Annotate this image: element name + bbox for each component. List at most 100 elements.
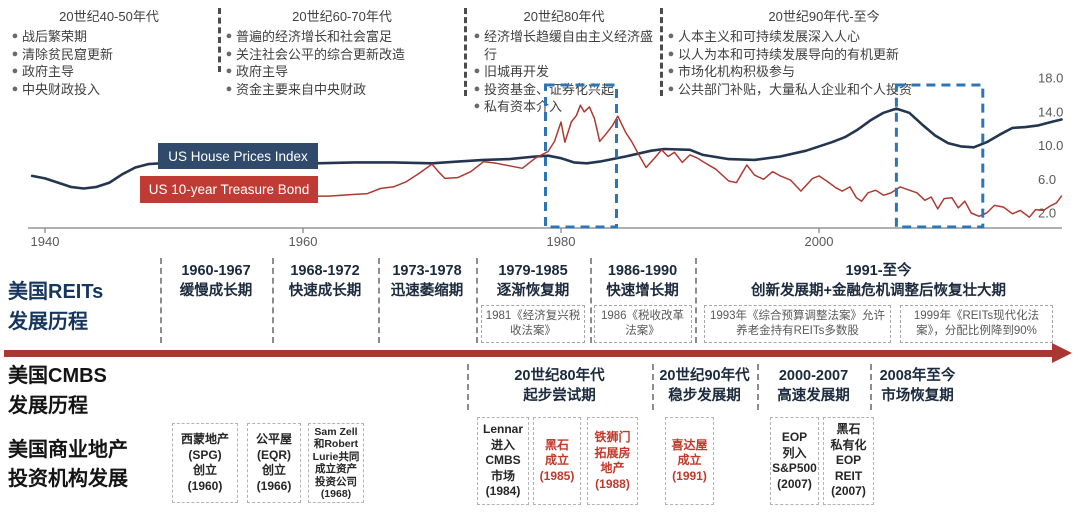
era-title: 20世纪60-70年代 bbox=[292, 9, 392, 24]
bullet-dot-icon: ● bbox=[473, 65, 481, 77]
institution-event-text-line: 拓展房 bbox=[594, 445, 631, 460]
reits-row-label: 美国REITs 发展历程 bbox=[8, 277, 103, 337]
era-bullet-item: ● 普遍的经济增长和社会富足 bbox=[222, 28, 462, 46]
timeline-arrow-divider bbox=[4, 350, 1052, 357]
era-separator-1 bbox=[218, 8, 221, 72]
institution-event-text-line: (2007) bbox=[777, 476, 812, 491]
era-bullet-item: ● 关注社会公平的综合更新改造 bbox=[222, 46, 462, 64]
era-bullet-item: ● 市场化机构积极参与 bbox=[664, 63, 984, 81]
cmbs-period-cell-3: 2000-2007 高速发展期 bbox=[757, 366, 870, 406]
institution-event-text-line: 成立资产 bbox=[315, 463, 357, 475]
x-axis-label: 1980 bbox=[547, 234, 576, 249]
cmbs-period-name: 稳步发展期 bbox=[668, 388, 741, 404]
era-separator-2 bbox=[464, 8, 467, 96]
reits-separator-5 bbox=[590, 258, 592, 343]
era-bullet-item: ● 旧城再开发 bbox=[470, 63, 658, 81]
reits-law-row: 1981《经济复兴税收法案》 bbox=[476, 305, 590, 343]
reits-law-note-box: 1999年《REITs现代化法案》，分配比例降到90% bbox=[900, 305, 1053, 343]
institution-event-text-line: 私有化 bbox=[830, 437, 867, 452]
era-bullet-text: 中央财政投入 bbox=[22, 81, 101, 97]
bullet-dot-icon: ● bbox=[473, 100, 481, 112]
era-title: 20世纪90年代-至今 bbox=[768, 9, 880, 24]
era-column-4: 20世纪90年代-至今 ● 人本主义和可持续发展深入人心 ● 以人为本和可持续发展导向的… bbox=[664, 6, 984, 98]
reits-period-cell-2: 1968-1972 快速成长期 bbox=[272, 261, 378, 301]
reits-period-range: 1991-至今 bbox=[845, 263, 912, 279]
institution-event-text-line: 进入 bbox=[490, 437, 515, 452]
institution-event-box-7: 喜达屋 成立 (1991) bbox=[665, 417, 714, 505]
institution-event-text-line: 创立 bbox=[192, 463, 217, 477]
reits-period-name: 快速增长期 bbox=[606, 283, 679, 299]
x-axis-label: 2000 bbox=[805, 234, 834, 249]
bullet-dot-icon: ● bbox=[667, 30, 675, 42]
institution-event-text-line: 和Robert bbox=[313, 438, 359, 450]
institution-event-box-9: 黑石 私有化 EOP REIT (2007) bbox=[823, 417, 874, 505]
reits-separator-1 bbox=[160, 258, 162, 343]
cmbs-separator-1 bbox=[467, 364, 469, 410]
institution-event-text-line: 成立 bbox=[677, 453, 702, 468]
institution-event-text-line: (1968) bbox=[320, 488, 352, 500]
bullet-dot-icon: ● bbox=[11, 65, 19, 77]
bullet-dot-icon: ● bbox=[473, 30, 481, 42]
y-axis-label: 14.0 bbox=[1038, 104, 1063, 119]
reits-law-note-box: 1981《经济复兴税收法案》 bbox=[481, 305, 585, 343]
reits-period-cell-6: 1991-至今 创新发展期+金融危机调整后恢复壮大期 1993年《综合预算调整法案》… bbox=[695, 261, 1062, 343]
institution-event-text-line: (1984) bbox=[485, 484, 521, 499]
reits-law-note-box: 1986《税收改革法案》 bbox=[593, 305, 692, 343]
reits-period-cell-4: 1979-1985 逐渐恢复期 1981《经济复兴税收法案》 bbox=[476, 261, 590, 343]
institution-event-box-1: 西蒙地产 (SPG) 创立 (1960) bbox=[172, 423, 238, 503]
institution-event-box-2: 公平屋 (EQR) 创立 (1966) bbox=[247, 423, 301, 503]
era-bullet-item: ● 公共部门补贴，大量私人企业和个人投资 bbox=[664, 81, 984, 99]
reits-law-note-box: 1993年《综合预算调整法案》允许养老金持有REITs多数股 bbox=[704, 305, 891, 343]
cmbs-period-cell-1: 20世纪80年代 起步尝试期 bbox=[467, 366, 652, 406]
era-bullet-item: ● 以人为本和可持续发展导向的有机更新 bbox=[664, 46, 984, 64]
reits-law-row: 1993年《综合预算调整法案》允许养老金持有REITs多数股 1999年《REIT… bbox=[695, 305, 1062, 343]
cmbs-period-range: 2008年至今 bbox=[879, 368, 956, 384]
institution-event-box-6: 铁狮门 拓展房 地产 (1988) bbox=[587, 417, 638, 505]
institution-event-text-line: EOP bbox=[781, 430, 808, 444]
y-axis-label: 18.0 bbox=[1038, 71, 1063, 86]
institutions-row-label-line2: 投资机构发展 bbox=[8, 468, 128, 490]
era-title: 20世纪80年代 bbox=[523, 9, 605, 24]
era-bullet-text: 关注社会公平的综合更新改造 bbox=[236, 46, 406, 62]
era-bullet-text: 公共部门补贴，大量私人企业和个人投资 bbox=[678, 81, 913, 97]
cmbs-period-name: 高速发展期 bbox=[777, 388, 850, 404]
institution-event-text-line: (1991) bbox=[672, 468, 707, 483]
institution-event-text-line: (1988) bbox=[595, 476, 630, 491]
era-bullet-text: 旧城再开发 bbox=[484, 64, 550, 79]
era-bullet-item: ● 政府主导 bbox=[222, 63, 462, 81]
era-column-1: 20世纪40-50年代 ● 战后繁荣期 ● 清除贫民窟更新 ● 政府主导 ● 中央财政投入 bbox=[8, 6, 210, 98]
era-bullet-text: 以人为本和可持续发展导向的有机更新 bbox=[678, 46, 900, 62]
era-separator-3 bbox=[660, 8, 663, 96]
reits-period-name: 迅速萎缩期 bbox=[390, 283, 464, 299]
reits-separator-6 bbox=[695, 258, 697, 343]
era-bullet-item: ● 中央财政投入 bbox=[8, 81, 210, 99]
reits-separator-3 bbox=[378, 258, 380, 343]
institution-event-text-line: 铁狮门 bbox=[594, 430, 631, 444]
era-bullet-item: ● 政府主导 bbox=[8, 63, 210, 81]
era-bullet-text: 战后繁荣期 bbox=[22, 29, 88, 44]
reits-separator-2 bbox=[272, 258, 274, 343]
x-axis-label: 1940 bbox=[31, 234, 60, 249]
institution-event-text-line: 黑石 bbox=[544, 437, 569, 452]
institution-event-text-line: 地产 bbox=[600, 461, 625, 475]
era-bullet-item: ● 私有资本介入 bbox=[470, 98, 658, 116]
institution-event-text-line: REIT bbox=[834, 468, 863, 483]
era-bullet-item: ● 资金主要来自中央财政 bbox=[222, 81, 462, 99]
institution-event-box-4: Lennar 进入 CMBS 市场 (1984) bbox=[477, 417, 529, 505]
era-bullet-text: 普遍的经济增长和社会富足 bbox=[236, 29, 393, 44]
bullet-dot-icon: ● bbox=[11, 47, 19, 60]
era-bullet-text: 私有资本介入 bbox=[484, 99, 563, 114]
reits-period-range: 1986-1990 bbox=[607, 263, 678, 279]
cmbs-period-range: 2000-2007 bbox=[778, 368, 849, 384]
reits-period-range: 1979-1985 bbox=[498, 263, 568, 279]
reits-period-name: 缓慢成长期 bbox=[179, 283, 253, 299]
institution-event-text-line: EOP bbox=[835, 453, 862, 468]
institution-event-text-line: 黑石 bbox=[836, 422, 861, 437]
bullet-dot-icon: ● bbox=[11, 30, 19, 42]
era-title: 20世纪40-50年代 bbox=[59, 9, 159, 24]
era-bullet-item: ● 经济增长趋缓自由主义经济盛行 bbox=[470, 28, 658, 63]
era-bullet-item: ● 清除贫民窟更新 bbox=[8, 46, 210, 64]
reits-period-name: 逐渐恢复期 bbox=[496, 283, 570, 299]
cmbs-row-label: 美国CMBS 发展历程 bbox=[8, 361, 107, 421]
